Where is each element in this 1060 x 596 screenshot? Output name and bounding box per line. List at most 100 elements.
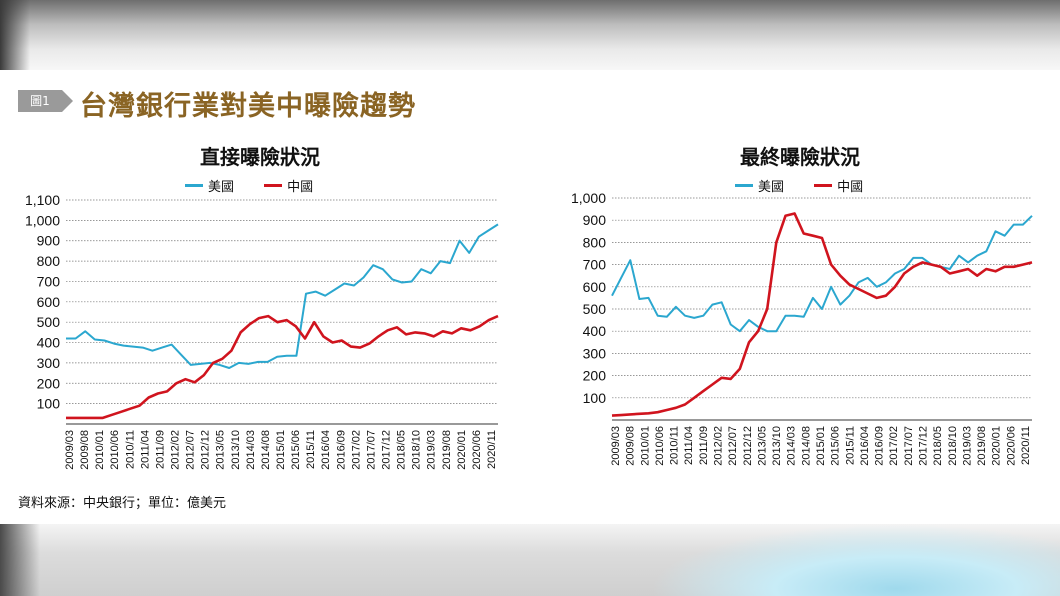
legend-swatch-cn: [264, 184, 283, 187]
x-tick-label: 2020/06: [471, 430, 483, 470]
x-tick-label: 2013/05: [215, 430, 227, 470]
y-tick-label: 600: [37, 294, 61, 310]
legend-item-cn: 中國: [814, 176, 863, 195]
x-tick-label: 2010/06: [109, 430, 121, 470]
x-tick-label: 2010/06: [654, 426, 666, 466]
legend-final: 美國 中國: [735, 176, 889, 195]
series-line-us: [611, 215, 1033, 333]
x-tick-label: 2010/01: [639, 426, 651, 466]
x-tick-label: 2016/04: [859, 426, 871, 466]
x-tick-label: 2020/01: [456, 430, 468, 470]
legend-label-cn: 中國: [287, 180, 314, 195]
figure-tag: 圖1: [18, 90, 73, 112]
legend-item-cn: 中國: [264, 176, 313, 195]
x-tick-label: 2011/04: [139, 430, 151, 469]
x-tick-label: 2017/02: [888, 426, 900, 466]
x-tick-label: 2017/07: [903, 426, 915, 466]
y-tick-label: 400: [583, 323, 607, 339]
x-tick-label: 2017/07: [365, 430, 377, 470]
x-tick-label: 2018/10: [411, 430, 423, 470]
x-tick-label: 2012/02: [170, 430, 182, 470]
x-tick-label: 2012/07: [185, 430, 197, 470]
legend-item-us: 美國: [185, 176, 234, 195]
y-tick-label: 600: [583, 279, 607, 295]
y-tick-label: 400: [37, 335, 61, 351]
y-tick-label: 100: [37, 396, 61, 412]
x-tick-label: 2012/07: [727, 426, 739, 466]
x-tick-label: 2009/08: [79, 430, 91, 470]
x-tick-label: 2013/05: [756, 426, 768, 466]
x-tick-label: 2019/08: [976, 426, 988, 466]
y-tick-label: 1,000: [25, 212, 60, 228]
x-tick-label: 2010/11: [124, 430, 136, 469]
legend-swatch-us: [735, 184, 753, 187]
x-tick-label: 2014/08: [800, 426, 812, 466]
y-tick-label: 100: [583, 390, 607, 406]
legend-label-cn: 中國: [837, 180, 864, 195]
chart-title-final: 最終曝險狀況: [740, 145, 860, 169]
top-background-band: [0, 0, 1060, 70]
x-tick-label: 2017/12: [381, 430, 393, 470]
x-tick-label: 2013/10: [771, 426, 783, 466]
y-tick-label: 800: [583, 234, 607, 250]
y-tick-label: 200: [583, 368, 607, 384]
x-tick-label: 2015/06: [290, 430, 302, 470]
x-tick-label: 2019/03: [961, 426, 973, 466]
x-tick-label: 2019/03: [426, 430, 438, 470]
x-tick-label: 2014/08: [260, 430, 272, 470]
x-tick-label: 2012/02: [713, 426, 725, 466]
x-tick-label: 2012/12: [742, 426, 754, 466]
x-tick-label: 2015/11: [305, 430, 317, 469]
y-tick-label: 800: [37, 253, 61, 269]
x-tick-label: 2013/10: [230, 430, 242, 470]
x-tick-label: 2009/08: [625, 426, 637, 466]
x-tick-label: 2009/03: [610, 426, 622, 466]
y-tick-label: 300: [37, 355, 61, 371]
x-tick-label: 2015/01: [815, 426, 827, 466]
legend-swatch-us: [185, 184, 203, 187]
series-line-cn: [611, 212, 1033, 417]
x-tick-label: 2016/09: [335, 430, 347, 470]
x-tick-label: 2011/04: [683, 426, 695, 465]
x-tick-label: 2011/09: [698, 426, 710, 465]
y-tick-label: 1,000: [571, 190, 606, 206]
x-tick-label: 2018/05: [396, 430, 408, 470]
x-tick-label: 2018/10: [947, 426, 959, 466]
x-tick-label: 2017/02: [350, 430, 362, 470]
x-tick-label: 2014/03: [786, 426, 798, 466]
x-tick-label: 2018/05: [932, 426, 944, 466]
y-tick-label: 300: [583, 345, 607, 361]
x-tick-label: 2009/03: [64, 430, 76, 470]
x-tick-label: 2019/08: [441, 430, 453, 470]
legend-swatch-cn: [814, 184, 833, 187]
legend-direct: 美國 中國: [185, 176, 339, 195]
x-tick-label: 2011/09: [154, 430, 166, 469]
legend-label-us: 美國: [758, 180, 785, 195]
x-tick-label: 2014/03: [245, 430, 257, 470]
x-tick-label: 2020/01: [991, 426, 1003, 466]
y-tick-label: 700: [37, 273, 61, 289]
series-line-us: [66, 223, 499, 369]
x-tick-label: 2015/11: [844, 426, 856, 465]
x-tick-label: 2010/01: [94, 430, 106, 470]
x-tick-label: 2015/06: [830, 426, 842, 466]
x-tick-label: 2015/01: [275, 430, 287, 470]
y-tick-label: 1,100: [25, 192, 60, 208]
x-tick-label: 2020/11: [1020, 426, 1032, 465]
x-tick-label: 2016/09: [874, 426, 886, 466]
x-tick-label: 2020/11: [486, 430, 498, 469]
source-note: 資料來源：中央銀行；單位：億美元: [18, 496, 227, 511]
bottom-background-band: [0, 524, 1060, 596]
x-tick-label: 2010/11: [669, 426, 681, 465]
chart-title-direct: 直接曝險狀況: [200, 145, 320, 169]
y-tick-label: 900: [583, 212, 607, 228]
x-tick-label: 2012/12: [200, 430, 212, 470]
page-title: 台灣銀行業對美中曝險趨勢: [80, 91, 416, 122]
y-tick-label: 500: [37, 314, 61, 330]
y-tick-label: 200: [37, 375, 61, 391]
y-tick-label: 500: [583, 301, 607, 317]
y-tick-label: 900: [37, 233, 61, 249]
x-tick-label: 2020/06: [1005, 426, 1017, 466]
x-tick-label: 2017/12: [918, 426, 930, 466]
